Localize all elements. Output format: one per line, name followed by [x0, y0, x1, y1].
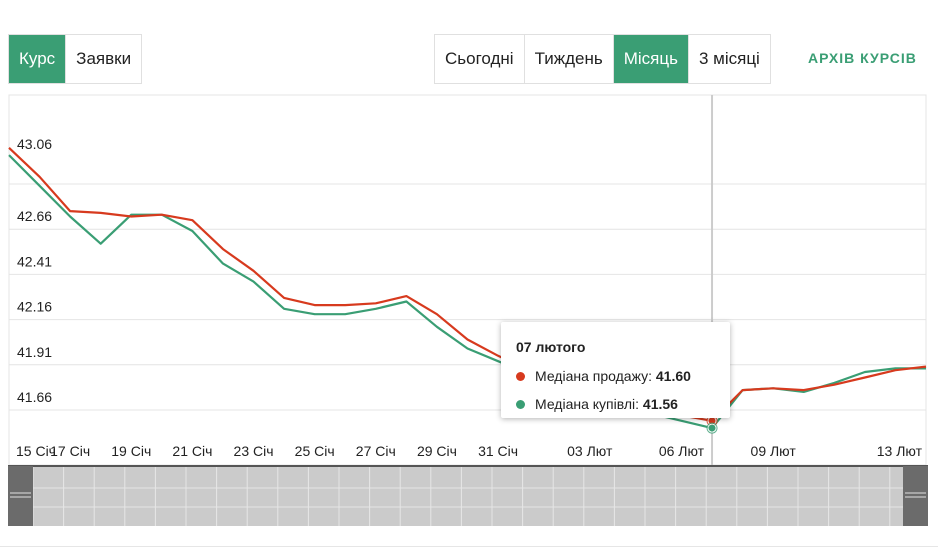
x-tick-label: 03 Лют — [567, 443, 613, 459]
y-tick-label: 41.91 — [17, 344, 52, 360]
series-line — [8, 147, 927, 422]
x-tick-label: 06 Лют — [659, 443, 705, 459]
x-tick-label: 31 Січ — [478, 443, 518, 459]
tooltip-buy-label: Медіана купівлі: — [535, 396, 640, 412]
x-tick-label: 13 Лют — [877, 443, 923, 459]
x-tick-label: 09 Лют — [751, 443, 797, 459]
x-tick-label: 19 Січ — [111, 443, 151, 459]
tab-rate[interactable]: Курс — [9, 35, 67, 83]
tab-today[interactable]: Сьогодні — [435, 35, 525, 83]
period-tabs: Сьогодні Тиждень Місяць 3 місяці — [434, 34, 771, 84]
bottom-divider — [0, 546, 938, 547]
y-tick-label: 42.66 — [17, 208, 52, 224]
tooltip-date: 07 лютого — [516, 339, 586, 355]
y-tick-label: 41.66 — [17, 389, 52, 405]
x-tick-label: 15 Січ — [16, 443, 56, 459]
sell-dot-icon — [516, 372, 525, 381]
hover-marker — [708, 417, 716, 425]
tooltip-row-buy: Медіана купівлі: 41.56 — [516, 393, 730, 415]
y-tick-label: 42.41 — [17, 253, 52, 269]
tooltip-buy-value: 41.56 — [642, 396, 678, 412]
x-tick-label: 29 Січ — [417, 443, 457, 459]
x-tick-label: 27 Січ — [356, 443, 396, 459]
tooltip-sell-label: Медіана продажу: — [535, 368, 652, 384]
tab-month[interactable]: Місяць — [613, 35, 689, 83]
tooltip-sell-value: 41.60 — [655, 368, 691, 384]
y-tick-label: 43.06 — [17, 136, 52, 152]
tab-orders[interactable]: Заявки — [66, 35, 142, 83]
archive-link[interactable]: АРХІВ КУРСІВ — [808, 50, 917, 66]
chart-tooltip: 07 лютого Медіана продажу: 41.60 Медіана… — [501, 322, 730, 418]
hover-marker — [708, 424, 716, 432]
x-tick-label: 25 Січ — [295, 443, 335, 459]
x-tick-label: 23 Січ — [234, 443, 274, 459]
navigator-selection — [33, 466, 903, 526]
tab-3-months[interactable]: 3 місяці — [688, 35, 770, 83]
buy-dot-icon — [516, 400, 525, 409]
series-line — [8, 154, 926, 430]
navigator-right-handle[interactable] — [903, 466, 928, 526]
navigator-left-handle[interactable] — [8, 466, 33, 526]
x-tick-label: 17 Січ — [50, 443, 90, 459]
y-tick-label: 42.16 — [17, 299, 52, 315]
view-tabs: Курс Заявки — [8, 34, 143, 84]
tooltip-row-sell: Медіана продажу: 41.60 — [516, 365, 730, 387]
x-tick-label: 21 Січ — [172, 443, 212, 459]
tab-week[interactable]: Тиждень — [524, 35, 614, 83]
